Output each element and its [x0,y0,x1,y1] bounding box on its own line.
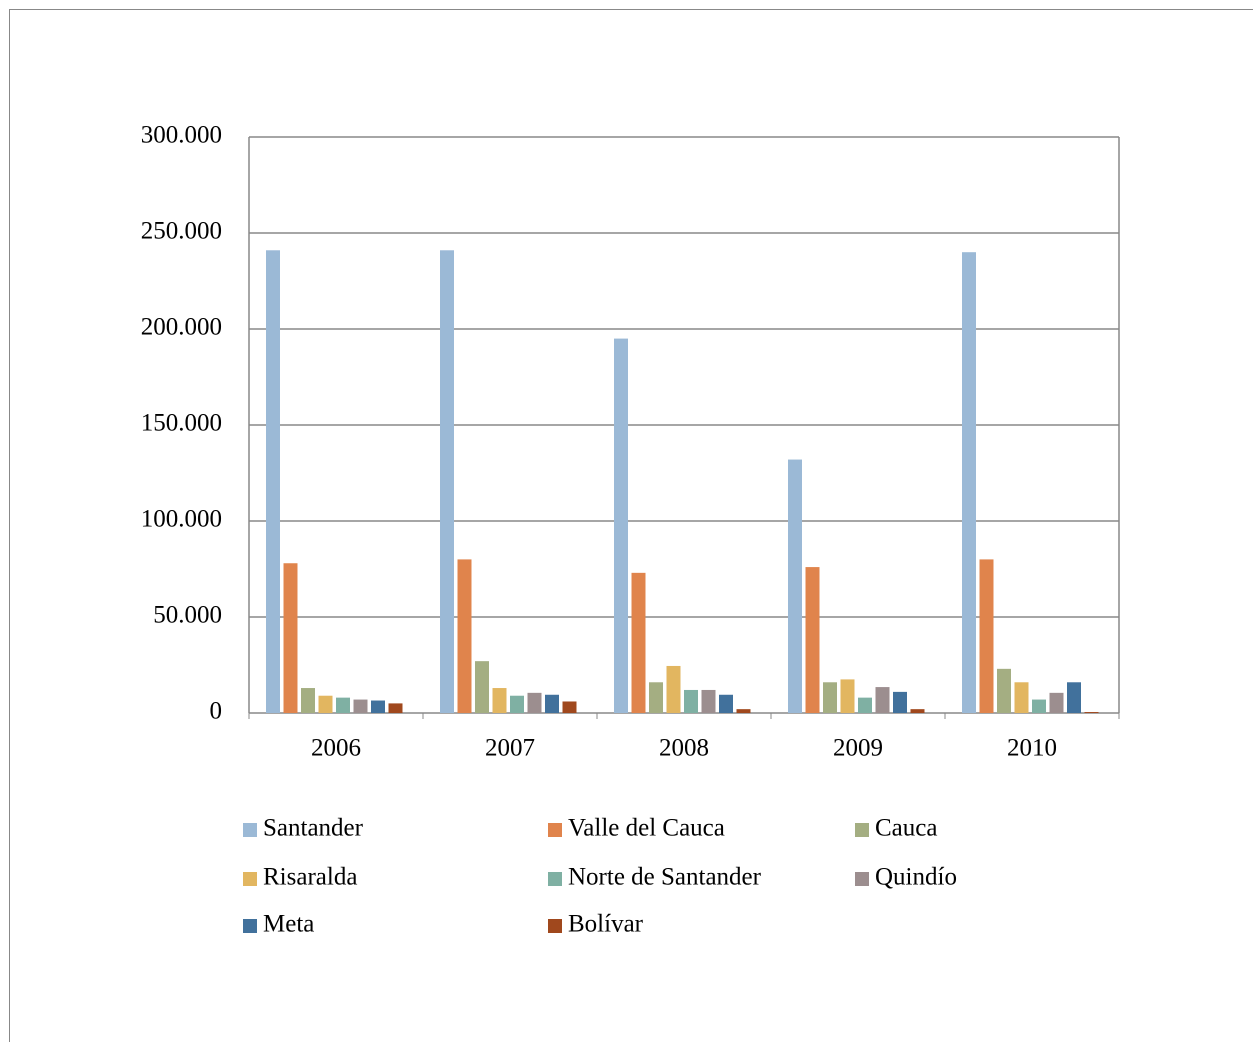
legend-label: Cauca [875,815,937,842]
bar [492,688,507,713]
bar [336,697,350,713]
y-tick-label: 0 [210,698,223,725]
bar [962,252,976,713]
legend-swatch [243,919,257,933]
bar [545,694,559,713]
bar [893,691,907,713]
legend-swatch [855,872,869,886]
bar [1067,682,1081,713]
x-tick-label: 2010 [1007,735,1057,762]
frame [9,9,1253,1042]
bar [719,694,733,713]
y-tick-label: 250.000 [141,218,222,245]
bar [457,559,472,713]
bar [283,563,298,713]
bar [840,679,855,713]
bar [979,559,994,713]
y-tick-label: 300.000 [141,122,222,149]
bar [440,250,454,713]
legend-label: Norte de Santander [568,864,762,891]
bar [614,338,628,713]
x-tick-label: 2007 [485,735,535,762]
x-tick-label: 2006 [311,735,361,762]
legend-label: Risaralda [263,864,357,891]
legend-label: Valle del Cauca [568,815,725,842]
legend-swatch [855,823,869,837]
bar [701,689,716,713]
bar [1049,692,1064,713]
bar [510,695,524,713]
legend-label: Quindío [875,864,957,891]
y-tick-label: 100.000 [141,506,222,533]
bar [649,682,663,713]
legend-swatch [548,872,562,886]
bar [266,250,280,713]
legend-swatch [243,872,257,886]
bar [997,668,1011,713]
bar [1014,682,1029,713]
bar [684,689,698,713]
bar [823,682,837,713]
legend-label: Meta [263,911,314,938]
bar [562,701,577,713]
bar [318,695,333,713]
bar [475,661,489,713]
bar [875,687,890,713]
legend-swatch [243,823,257,837]
bar [1084,712,1099,713]
legend-label: Bolívar [568,911,644,938]
legend-swatch [548,919,562,933]
bar [1032,699,1046,713]
bar [858,697,872,713]
y-tick-label: 50.000 [153,602,222,629]
bar [910,709,925,713]
bar [353,699,368,713]
bar [736,709,751,713]
x-tick-label: 2008 [659,735,709,762]
y-tick-label: 150.000 [141,410,222,437]
bar [666,665,681,713]
legend-label: Santander [263,815,364,842]
bar [388,703,403,713]
bar [371,700,385,713]
bar [788,459,802,713]
y-tick-label: 200.000 [141,314,222,341]
x-tick-label: 2009 [833,735,883,762]
bar [301,688,315,713]
bar [805,567,820,713]
legend-swatch [548,823,562,837]
bar [527,692,542,713]
bar [631,572,646,713]
